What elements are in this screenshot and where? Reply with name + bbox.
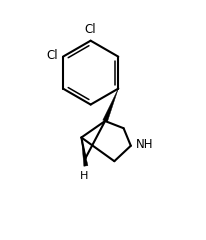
Text: H: H (80, 171, 89, 181)
Polygon shape (81, 138, 88, 166)
Text: NH: NH (136, 138, 153, 151)
Text: Cl: Cl (47, 48, 59, 61)
Text: Cl: Cl (85, 23, 96, 36)
Polygon shape (103, 89, 118, 122)
